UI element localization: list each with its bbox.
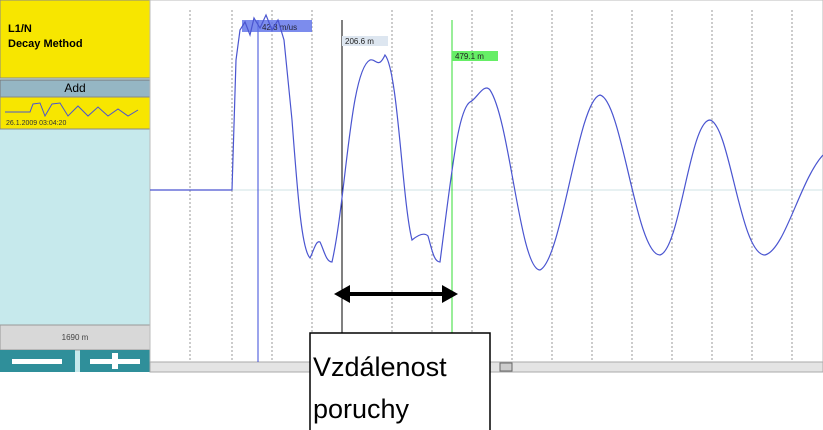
annotation-line-1: Vzdálenost <box>313 352 447 382</box>
cursor-1-tag <box>342 36 388 46</box>
plus-icon-v <box>112 353 118 369</box>
channel-box[interactable] <box>0 0 151 79</box>
minus-icon <box>12 359 62 364</box>
add-label: Add <box>64 81 85 95</box>
velocity: 42.3 m/us <box>262 23 297 32</box>
annotation-line-2: poruchy <box>313 394 410 424</box>
annotation-box <box>309 332 491 430</box>
cursor-1-label: 206.6 m <box>345 37 374 46</box>
method: Decay Method <box>8 38 83 50</box>
channel: L1/N <box>8 23 32 35</box>
timestamp: 26.1.2009 03:04:20 <box>6 120 66 127</box>
cursor-2-label: 479.1 m <box>455 52 484 61</box>
length: 1690 m <box>62 333 89 342</box>
waveform <box>150 13 823 271</box>
thumbnail-wave <box>5 102 139 118</box>
scroll-thumb[interactable] <box>499 362 513 372</box>
cursor-2-tag <box>452 51 498 61</box>
velocity-tag <box>242 20 312 32</box>
